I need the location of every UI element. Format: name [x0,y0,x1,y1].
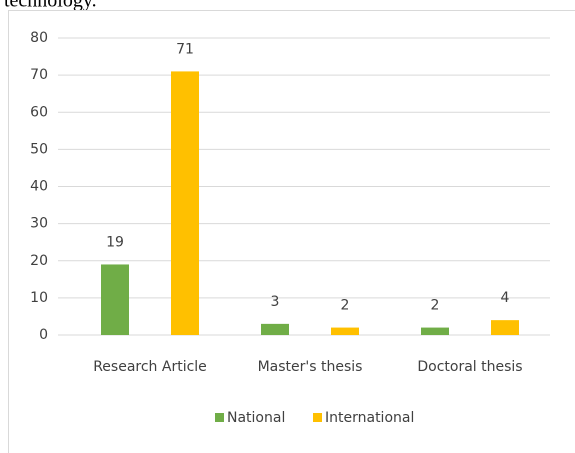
bar [331,327,359,335]
y-tick-label: 30 [30,216,48,232]
x-tick-label: Master's thesis [258,359,363,375]
legend-swatch [313,413,322,422]
bar [261,323,289,335]
bar [171,71,199,335]
y-tick-label: 0 [39,327,48,343]
y-tick-label: 60 [30,104,48,120]
data-label: 3 [271,294,280,310]
data-label: 2 [431,298,440,314]
text-above: technology. [4,0,97,12]
bar [421,327,449,335]
data-label: 19 [106,234,124,250]
x-tick-label: Research Article [93,359,207,375]
legend-swatch [215,413,224,422]
x-tick-label: Doctoral thesis [417,359,522,375]
legend-label: National [227,410,285,426]
data-label: 4 [501,290,510,306]
y-tick-label: 10 [30,290,48,306]
bar [101,264,129,335]
y-tick-label: 50 [30,141,48,157]
y-tick-label: 80 [30,30,48,46]
y-tick-label: 70 [30,67,48,83]
chart-border [8,10,575,453]
data-label: 2 [341,298,350,314]
y-tick-label: 40 [30,179,48,195]
bar [491,320,519,335]
data-label: 71 [176,41,194,57]
y-tick-label: 20 [30,253,48,269]
legend-label: International [325,410,414,426]
